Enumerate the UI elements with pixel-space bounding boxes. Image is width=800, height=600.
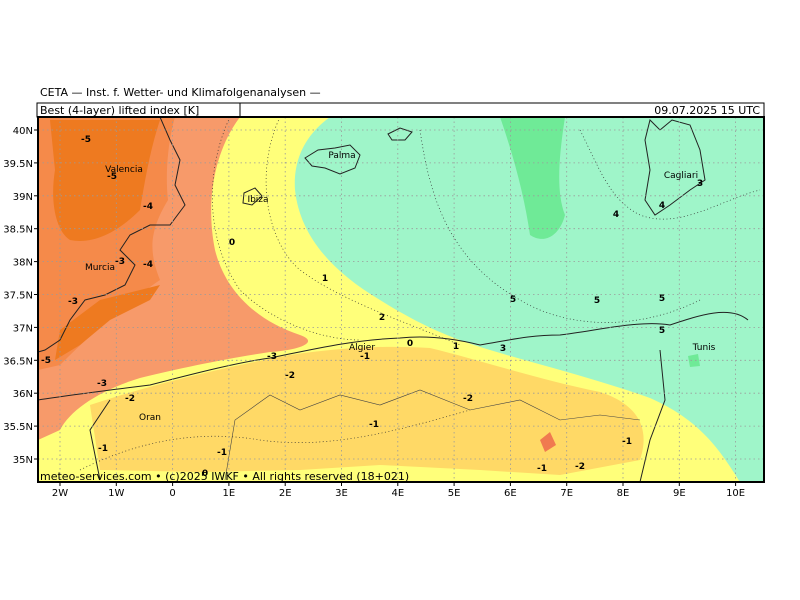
contour-label: 5 (594, 296, 600, 306)
lon-tick-label: 9E (673, 488, 686, 499)
contour-label: 5 (659, 294, 665, 304)
lat-tick-label: 36.5N (3, 356, 33, 367)
contour-label: 3 (697, 179, 703, 189)
city-label: Tunis (692, 343, 716, 353)
field-dark-orange-2 (55, 285, 160, 360)
isoline (79, 409, 471, 471)
contour-label: -5 (81, 135, 91, 145)
field: meteo-services.com • (c)2025 IWKF • All … (38, 117, 764, 483)
city-label: Valencia (105, 165, 143, 175)
lon-tick-label: 2W (52, 488, 68, 499)
lon-tick-label: 2E (279, 488, 292, 499)
city-label: Oran (139, 413, 161, 423)
island-ibiza (242, 187, 263, 206)
contour-label: 4 (613, 210, 619, 220)
lon-tick-label: 10E (726, 488, 745, 499)
footer: meteo-services.com • (c)2025 IWKF • All … (40, 470, 409, 483)
lat-tick-label: 40N (13, 126, 33, 137)
lat-tick-label: 37N (13, 323, 33, 334)
lat-tick-label: 39.5N (3, 159, 33, 170)
lon-tick-label: 0 (169, 488, 175, 499)
island-sardinia (644, 119, 706, 216)
contour-label: -2 (463, 394, 473, 404)
contour-label: 0 (407, 339, 413, 349)
contour-label: 0 (229, 238, 235, 248)
city-label: Cagliari (664, 171, 698, 181)
map-frame (37, 116, 765, 483)
field-dark-orange (50, 120, 160, 241)
field-green-spot (688, 354, 700, 367)
contour-label: -1 (360, 352, 370, 362)
lon-tick-label: 3E (335, 488, 348, 499)
contour-label: -3 (267, 352, 277, 362)
institute: CETA — Inst. f. Wetter- und Klimafolgena… (40, 86, 321, 99)
contour-label: -4 (143, 260, 153, 270)
contour-label: -1 (217, 448, 227, 458)
contour-label: -3 (68, 297, 78, 307)
contour-label: 3 (500, 344, 506, 354)
border-morocco (89, 399, 111, 481)
lat-tick-label: 38N (13, 258, 33, 269)
contour-label: 4 (659, 201, 665, 211)
field-aqua (294, 117, 764, 482)
contour-label: 0 (202, 469, 208, 479)
lat-tick-label: 36N (13, 389, 33, 400)
lat-tick-label: 35.5N (3, 422, 33, 433)
contour-label: -2 (575, 462, 585, 472)
lon-tick-label: 1W (108, 488, 124, 499)
lat-tick-label: 37.5N (3, 291, 33, 302)
lat-tick-label: 35N (13, 455, 33, 466)
contour-label: -1 (98, 444, 108, 454)
field-red-spot (540, 432, 556, 452)
parameter-title: Best (4-layer) lifted index [K] (40, 104, 199, 117)
contour-label: -1 (537, 464, 547, 474)
contour-label: 1 (453, 342, 459, 352)
contour-label: 1 (322, 274, 328, 284)
contour-label: -1 (369, 420, 379, 430)
contour-label: -5 (41, 356, 51, 366)
contour-label: 5 (659, 326, 665, 336)
lat-tick-label: 39N (13, 192, 33, 203)
city-label: Murcia (85, 263, 115, 273)
contour-label: -2 (285, 371, 295, 381)
contour-label: 5 (510, 295, 516, 305)
border-algeria-tunisia (639, 349, 666, 482)
labels: 40N 39.5N 39N 38.5N 38N 37.5N 37N 36.5N 36N 35.5N… (3, 126, 745, 499)
contour-label: -3 (115, 257, 125, 267)
contour-label: -4 (143, 202, 153, 212)
city-label: Palma (328, 151, 355, 161)
lon-tick-label: 7E (560, 488, 573, 499)
city-label: Algier (349, 343, 375, 353)
field-light-orange (90, 346, 644, 475)
coastline-africa (38, 311, 749, 401)
field-green (500, 117, 565, 239)
lon-tick-label: 4E (391, 488, 404, 499)
lon-tick-label: 8E (617, 488, 630, 499)
contour-label: -5 (107, 172, 117, 182)
isoline (579, 129, 761, 220)
contour-label: -3 (97, 379, 107, 389)
lon-tick-label: 6E (504, 488, 517, 499)
contour-label: -1 (622, 437, 632, 447)
contour-label: 2 (379, 313, 385, 323)
coastline-spain (38, 117, 186, 353)
island-mallorca (304, 144, 361, 175)
isoline (419, 129, 701, 323)
city-label: Ibiza (247, 195, 268, 205)
contour-label: -2 (125, 394, 135, 404)
valid-time: 09.07.2025 15 UTC (654, 104, 760, 117)
lon-tick-label: 1E (223, 488, 236, 499)
lon-tick-label: 5E (448, 488, 461, 499)
island-menorca (387, 127, 413, 141)
lat-tick-label: 38.5N (3, 225, 33, 236)
